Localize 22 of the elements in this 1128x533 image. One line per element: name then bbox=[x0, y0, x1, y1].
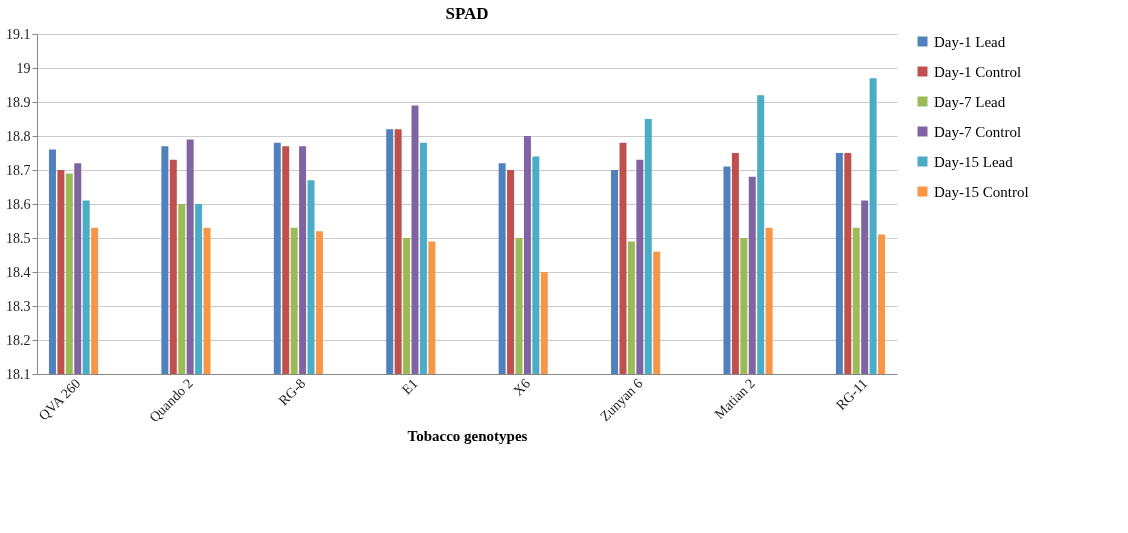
y-tick-label: 19.1 bbox=[6, 26, 31, 42]
legend-label: Day-7 Control bbox=[934, 123, 1022, 140]
y-tick-label: 18.7 bbox=[6, 162, 31, 178]
x-tick-label: E1 bbox=[399, 375, 421, 398]
legend-label: Day-1 Control bbox=[934, 63, 1022, 80]
y-tick-label: 18.2 bbox=[6, 332, 31, 348]
y-tick-label: 18.6 bbox=[6, 196, 31, 212]
chart-title: SPAD bbox=[445, 4, 489, 23]
y-tick-label: 18.5 bbox=[6, 230, 31, 246]
legend-label: Day-15 Control bbox=[934, 183, 1029, 200]
x-axis-title: Tobacco genotypes bbox=[407, 428, 528, 445]
y-tick-label: 18.8 bbox=[6, 128, 31, 144]
y-tick-label: 18.9 bbox=[6, 94, 31, 110]
y-tick-label: 18.3 bbox=[6, 298, 31, 314]
legend-label: Day-15 Lead bbox=[934, 153, 1014, 170]
y-tick-label: 18.4 bbox=[6, 264, 31, 280]
x-tick-label: QVA 260 bbox=[35, 375, 84, 424]
legend-label: Day-1 Lead bbox=[934, 33, 1006, 50]
x-tick-label: X6 bbox=[510, 375, 534, 399]
y-tick-label: 19 bbox=[16, 60, 31, 76]
y-tick-label: 18.1 bbox=[6, 366, 31, 382]
legend-label: Day-7 Lead bbox=[934, 93, 1006, 110]
